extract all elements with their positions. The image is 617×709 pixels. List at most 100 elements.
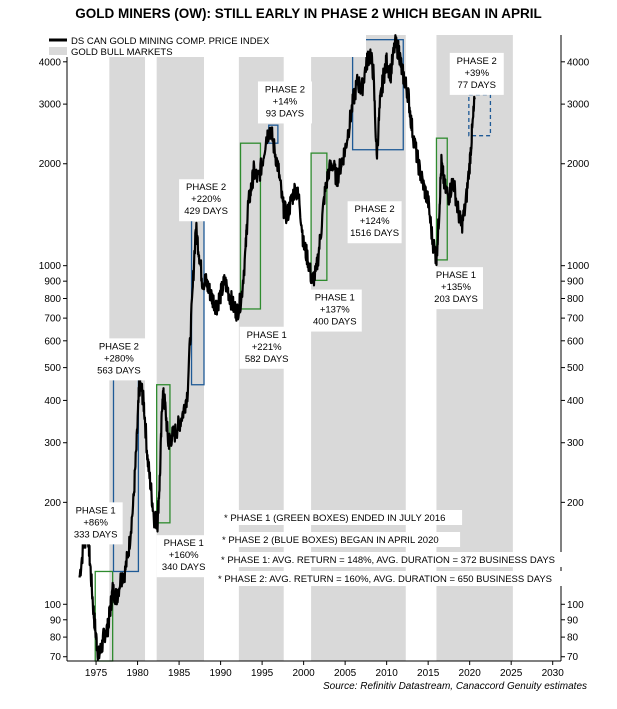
annotation-box (91, 338, 146, 381)
x-tick-label: 1985 (168, 668, 191, 679)
y-tick-left-label: 70 (50, 652, 62, 663)
x-tick-label: 1995 (251, 668, 274, 679)
annotation-line: 582 DAYS (245, 354, 289, 365)
phase-1-box-4 (239, 142, 262, 310)
annotation-5: PHASE 2+14%93 DAYS (257, 81, 312, 124)
y-tick-right-label: 90 (567, 615, 579, 626)
y-tick-left-label: 700 (44, 314, 61, 325)
annotation-box (449, 52, 504, 95)
annotation-line: 429 DAYS (184, 206, 228, 217)
annotation-2: PHASE 1+160%340 DAYS (156, 535, 211, 578)
y-tick-left-label: 800 (44, 294, 61, 305)
footnote-box (218, 552, 582, 567)
x-tick-label: 1990 (209, 668, 232, 679)
annotation-line: +135% (441, 282, 471, 293)
legend-item-1: GOLD BULL MARKETS (46, 46, 366, 58)
annotation-0: PHASE 1+86%333 DAYS (68, 502, 123, 545)
annotation-line: 77 DAYS (458, 80, 496, 91)
footnote-text: * PHASE 1 (GREEN BOXES) ENDED IN JULY 20… (224, 513, 445, 524)
y-tick-left-label: 500 (44, 363, 61, 374)
legend: DS CAN GOLD MINING COMP. PRICE INDEXGOLD… (46, 35, 366, 58)
footnotes: * PHASE 1 (GREEN BOXES) ENDED IN JULY 20… (215, 510, 582, 586)
y-tick-right-label: 1000 (567, 261, 590, 272)
annotation-line: PHASE 2 (265, 84, 305, 95)
x-tick-label: 1975 (85, 668, 108, 679)
annotation-line: PHASE 2 (186, 182, 226, 193)
annotation-line: +86% (83, 517, 108, 528)
annotation-box (428, 267, 483, 310)
annotation-box (307, 289, 362, 332)
x-tick-label: 2005 (334, 668, 357, 679)
y-tick-left-label: 1000 (39, 261, 62, 272)
legend-label: DS CAN GOLD MINING COMP. PRICE INDEX (71, 36, 270, 47)
y-tick-left-label: 900 (44, 277, 61, 288)
annotation-line: 93 DAYS (266, 108, 304, 119)
y-tick-left-label: 90 (50, 615, 62, 626)
source-note: Source: Refinitiv Datastream, Canaccord … (323, 681, 587, 692)
annotation-line: PHASE 1 (76, 505, 116, 516)
annotation-line: PHASE 2 (457, 56, 497, 67)
footnote-1: * PHASE 2 (BLUE BOXES) BEGAN IN APRIL 20… (219, 532, 461, 547)
annotation-line: +160% (169, 550, 199, 561)
x-axis-ticks: 1975 1980 1985 1990 1995 2000 2005 2010 2015 2020… (85, 661, 564, 679)
y-tick-right-label: 2000 (567, 159, 590, 170)
annotation-line: 203 DAYS (434, 294, 478, 305)
y-tick-left-label: 3000 (39, 100, 62, 111)
annotation-box (179, 179, 234, 222)
annotation-1: PHASE 2+280%563 DAYS (91, 338, 146, 381)
annotation-line: PHASE 1 (164, 538, 204, 549)
annotation-9: PHASE 2+39%77 DAYS (449, 52, 504, 95)
y-tick-left-label: 2000 (39, 159, 62, 170)
y-tick-left-label: 80 (50, 633, 62, 644)
annotation-line: +220% (191, 194, 221, 205)
annotation-line: PHASE 1 (315, 293, 355, 304)
x-tick-label: 2015 (417, 668, 440, 679)
annotation-line: 563 DAYS (97, 365, 141, 376)
annotation-6: PHASE 1+137%400 DAYS (307, 289, 362, 332)
annotation-line: PHASE 2 (355, 204, 395, 215)
y-tick-right-label: 4000 (567, 57, 590, 68)
annotation-line: PHASE 1 (436, 270, 476, 281)
legend-label: GOLD BULL MARKETS (71, 47, 173, 58)
y-tick-right-label: 400 (567, 396, 584, 407)
y-axis-left-ticks: 70 80 90 100 200 300 400 500 600 700 800 900 1000 200… (39, 57, 67, 663)
legend-bg (46, 35, 366, 46)
footnote-box (215, 571, 579, 586)
footnote-2: * PHASE 1: AVG. RETURN = 148%, AVG. DURA… (218, 552, 582, 567)
annotation-box (156, 535, 211, 578)
footnote-text: * PHASE 2: AVG. RETURN = 160%, AVG. DURA… (218, 574, 552, 585)
legend-item-0: DS CAN GOLD MINING COMP. PRICE INDEX (46, 35, 366, 47)
bull-market-band-4 (436, 35, 513, 661)
annotation-line: +124% (360, 216, 390, 227)
annotation-3: PHASE 2+220%429 DAYS (179, 179, 234, 222)
annotation-4: PHASE 1+221%582 DAYS (239, 326, 294, 369)
phase-1-box-2 (156, 384, 171, 524)
annotation-line: PHASE 2 (99, 341, 139, 352)
x-tick-label: 1980 (126, 668, 149, 679)
y-tick-left-label: 100 (44, 600, 61, 611)
y-tick-right-label: 600 (567, 336, 584, 347)
annotation-7: PHASE 2+124%1516 DAYS (347, 201, 402, 244)
y-tick-left-label: 300 (44, 438, 61, 449)
footnote-0: * PHASE 1 (GREEN BOXES) ENDED IN JULY 20… (221, 510, 463, 525)
y-tick-right-label: 80 (567, 633, 579, 644)
y-tick-right-label: 100 (567, 600, 584, 611)
x-tick-label: 2030 (542, 668, 565, 679)
footnote-text: * PHASE 2 (BLUE BOXES) BEGAN IN APRIL 20… (222, 535, 439, 546)
legend-band-swatch (49, 47, 67, 55)
annotation-line: +221% (252, 342, 282, 353)
annotation-box (347, 201, 402, 244)
y-tick-left-label: 4000 (39, 57, 62, 68)
phase-1-box-6 (310, 152, 328, 282)
annotation-8: PHASE 1+135%203 DAYS (428, 267, 483, 310)
annotation-line: +137% (320, 305, 350, 316)
annotation-line: +280% (104, 353, 134, 364)
footnote-3: * PHASE 2: AVG. RETURN = 160%, AVG. DURA… (215, 571, 579, 586)
bull-market-band-3 (311, 35, 406, 661)
y-tick-right-label: 70 (567, 652, 579, 663)
y-tick-right-label: 800 (567, 294, 584, 305)
annotation-line: +39% (464, 68, 489, 79)
y-tick-right-label: 900 (567, 277, 584, 288)
footnote-box (221, 510, 463, 525)
